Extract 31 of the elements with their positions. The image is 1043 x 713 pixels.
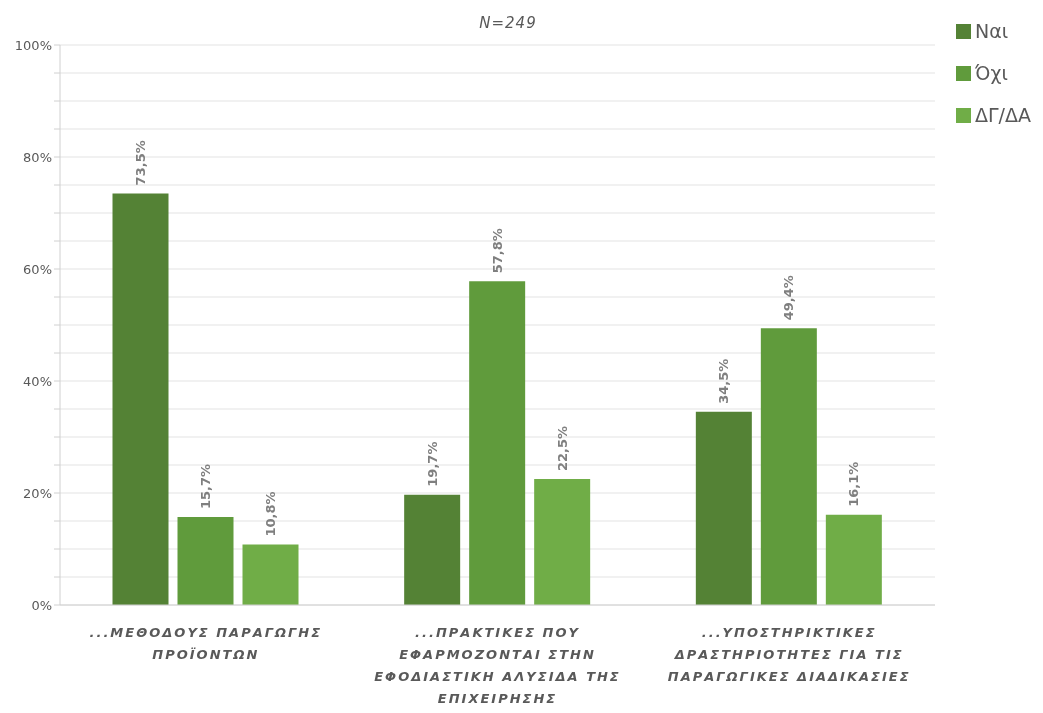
bar: [825, 514, 882, 605]
legend-label: ΔΓ/ΔΑ: [975, 104, 1031, 126]
y-tick-label: 80%: [23, 149, 52, 165]
bar: [695, 411, 752, 605]
y-tick-label: 60%: [23, 261, 52, 277]
data-label: 19,7%: [424, 441, 440, 487]
x-tick-label: ...ΜΕΘΟΔΟΥΣ ΠΑΡΑΓΩΓΗΣ ΠΡΟΪΟΝΤΩΝ: [89, 625, 323, 662]
data-label: 16,1%: [846, 461, 862, 507]
data-label: 15,7%: [198, 463, 213, 510]
bar: [112, 193, 169, 605]
y-tick-label: 20%: [23, 485, 52, 501]
x-tick-label: ...ΠΡΑΚΤΙΚΕΣ ΠΟΥ ΕΦΑΡΜΟΖΟΝΤΑΙ ΣΤΗΝ ΕΦΟΔΙΑΣΤΙΚΗ ΑΛΥΣΙΔΑ ΤΗΣ ΕΠΙΧΕΙΡΗΣΗΣ: [374, 625, 621, 706]
bar: [534, 479, 591, 605]
data-label: 49,4%: [781, 275, 797, 321]
x-tick-label: ...ΥΠΟΣΤΗΡΙΚΤΙΚΕΣ ΔΡΑΣΤΗΡΙΟΤΗΤΕΣ ΓΙΑ ΤΙΣ ΠΑΡΑΓΩΓΙΚΕΣ ΔΙΑΔΙΚΑΣΙΕΣ: [667, 625, 911, 684]
y-tick-label: 40%: [23, 373, 52, 389]
bar: [469, 281, 526, 605]
legend-label: Όχι: [975, 62, 1008, 84]
legend-label: Ναι: [975, 20, 1009, 42]
bar: [242, 544, 299, 605]
bar: [177, 517, 234, 605]
data-label: 22,5%: [554, 425, 570, 471]
data-label: 57,8%: [489, 228, 505, 274]
bar: [404, 494, 461, 605]
y-tick-label: 0%: [31, 597, 52, 613]
y-tick-label: 100%: [14, 37, 52, 53]
chart-title: N=249: [478, 14, 538, 32]
data-label: 34,5%: [716, 358, 732, 404]
bar: [760, 328, 817, 605]
data-label: 73,5%: [133, 140, 148, 186]
data-label: 10,8%: [263, 491, 278, 537]
